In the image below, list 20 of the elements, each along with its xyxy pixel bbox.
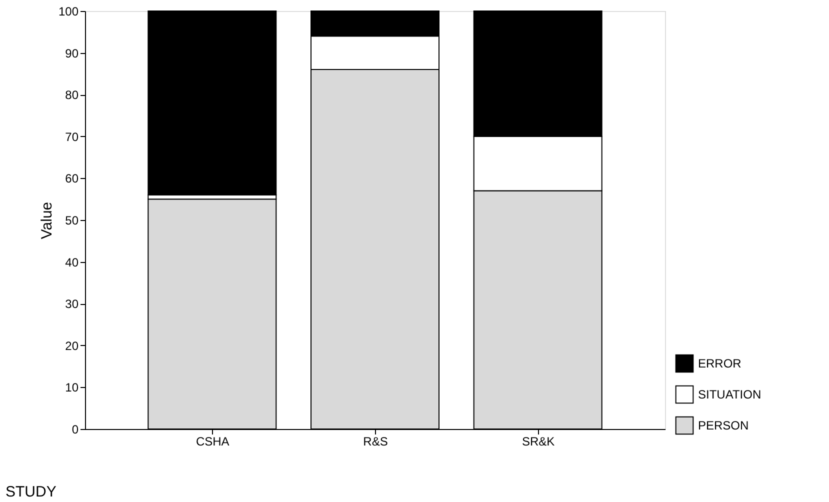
y-tick-label: 100 (58, 4, 79, 18)
y-tick-label: 60 (65, 172, 79, 186)
y-tick-label: 90 (65, 46, 79, 60)
y-tick-label: 50 (65, 214, 79, 228)
legend-label: ERROR (698, 356, 742, 370)
legend-label: SITUATION (698, 388, 762, 402)
y-tick-label: 70 (65, 130, 79, 144)
x-tick-label: CSHA (196, 434, 230, 448)
y-tick-label: 10 (65, 380, 79, 395)
y-axis-title: Value (38, 202, 56, 240)
y-tick-label: 30 (65, 297, 79, 312)
y-tick-label: 20 (65, 338, 79, 353)
x-axis-title: STUDY (6, 484, 56, 500)
y-tick-label: 40 (65, 255, 79, 270)
y-tick-label: 80 (65, 88, 79, 102)
y-tick-label: 0 (72, 422, 79, 436)
x-tick-label: SR&K (522, 434, 555, 448)
x-tick-label: R&S (363, 434, 388, 448)
bar (148, 10, 277, 196)
legend-label: PERSON (698, 418, 749, 432)
